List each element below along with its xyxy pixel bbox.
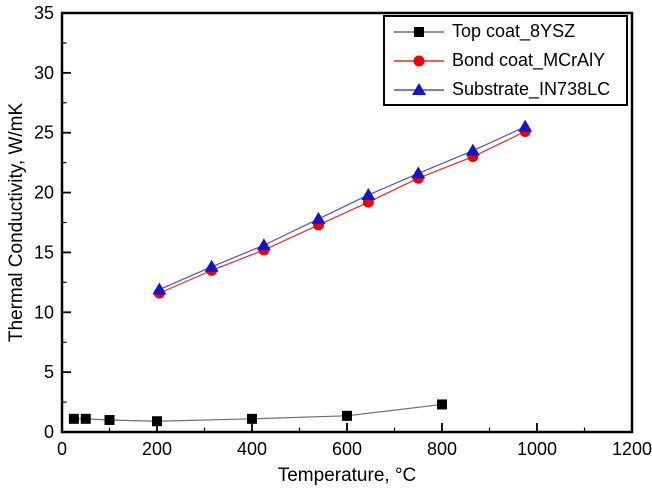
svg-text:400: 400 [237,439,267,459]
legend-triangle-marker-icon [394,82,444,95]
legend-label-top-coat: Top coat_8YSZ [452,21,576,41]
legend-item-top-coat: Top coat_8YSZ [393,19,626,45]
legend-square-marker-icon [394,26,444,37]
svg-text:25: 25 [34,123,54,143]
svg-text:1000: 1000 [517,439,557,459]
svg-text:800: 800 [427,439,457,459]
legend-label-substrate: Substrate_IN738LC [452,79,611,99]
svg-text:5: 5 [44,362,54,382]
svg-text:0: 0 [57,439,67,459]
svg-text:15: 15 [34,242,54,262]
legend-item-substrate: Substrate_IN738LC [393,77,626,103]
svg-text:0: 0 [44,422,54,442]
svg-text:Thermal Conductivity, W/mK: Thermal Conductivity, W/mK [6,103,27,343]
legend-item-bond-coat: Bond coat_MCrAlY [393,48,626,74]
svg-text:1200: 1200 [612,439,652,459]
legend-circle-marker-icon [394,55,444,66]
svg-text:600: 600 [332,439,362,459]
svg-text:35: 35 [34,3,54,23]
svg-text:30: 30 [34,63,54,83]
svg-text:200: 200 [142,439,172,459]
svg-text:20: 20 [34,183,54,203]
svg-text:10: 10 [34,302,54,322]
legend: Top coat_8YSZ Bond coat_MCrAlY Substrate… [383,15,628,106]
svg-text:Temperature, °C: Temperature, °C [278,465,417,486]
legend-label-bond-coat: Bond coat_MCrAlY [452,50,606,70]
